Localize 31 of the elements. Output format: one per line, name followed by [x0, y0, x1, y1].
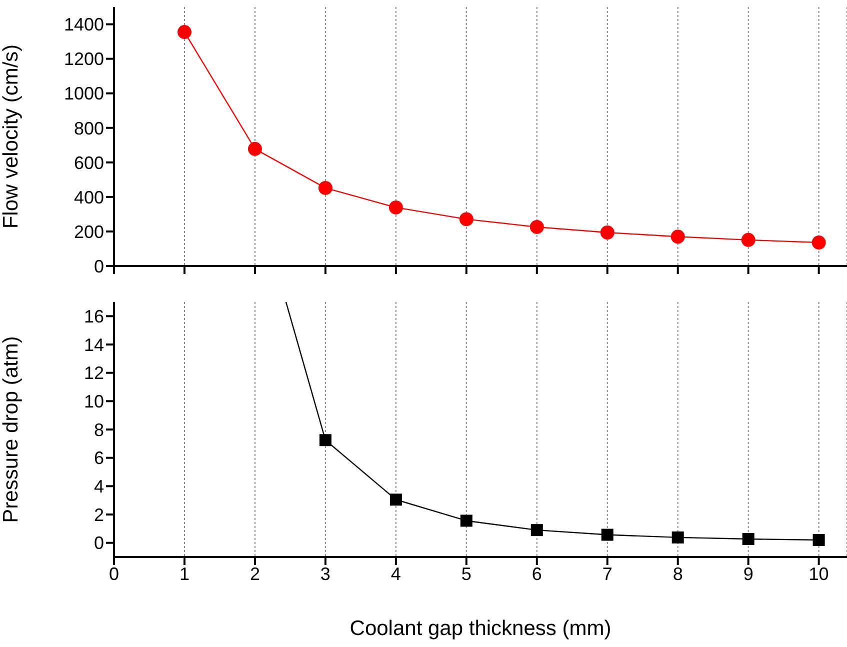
y-tick-label: 600	[74, 152, 104, 173]
x-tick-label: 8	[672, 564, 683, 584]
x-tick-label: 6	[532, 564, 542, 584]
y-tick-label: 12	[84, 363, 104, 384]
x-tick-label: 5	[461, 564, 472, 584]
y-tick-label: 6	[94, 448, 104, 468]
x-axis-title: Coolant gap thickness (mm)	[350, 617, 612, 640]
y-axis-title: Flow velocity (cm/s)	[0, 44, 22, 229]
y-tick-label: 0	[94, 256, 104, 276]
y-tick-label: 4	[94, 476, 104, 497]
y-tick-label: 10	[84, 392, 104, 412]
x-tick-label: 0	[108, 564, 120, 584]
y-tick-label: 400	[74, 187, 104, 208]
y-tick-label: 800	[74, 118, 104, 138]
y-tick-label: 1000	[64, 84, 104, 104]
y-tick-label: 0	[94, 533, 104, 554]
y-tick-label: 14	[84, 334, 104, 355]
y-tick-label: 8	[94, 420, 104, 440]
x-tick-label: 1	[179, 564, 190, 584]
x-tick-label: 7	[602, 564, 612, 584]
y-tick-label: 2	[94, 504, 104, 525]
y-tick-label: 16	[84, 306, 104, 327]
y-tick-label: 1200	[64, 49, 104, 70]
x-tick-label: 2	[250, 564, 260, 584]
x-tick-label: 4	[390, 564, 401, 584]
x-tick-label: 3	[320, 564, 330, 584]
y-tick-label: 1400	[64, 14, 104, 35]
x-tick-label: 10	[808, 564, 829, 584]
y-axis-title: Pressure drop (atm)	[0, 336, 22, 523]
x-tick-label: 9	[743, 564, 754, 584]
y-tick-label: 200	[74, 222, 104, 242]
